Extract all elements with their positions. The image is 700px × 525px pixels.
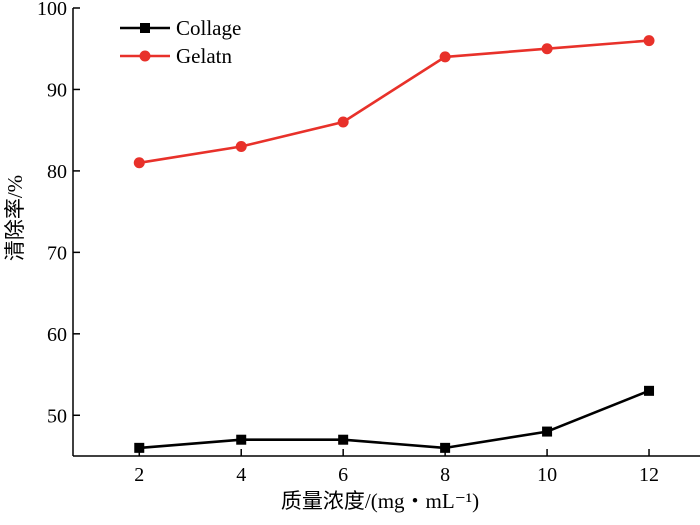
y-tick-label: 50 xyxy=(47,405,67,427)
x-tick-label: 10 xyxy=(537,464,557,486)
x-tick-label: 6 xyxy=(338,464,348,486)
data-point-collage xyxy=(338,434,349,445)
legend: Collage Gelatn xyxy=(120,16,241,68)
data-point-collage xyxy=(644,385,655,396)
series-layer xyxy=(133,35,655,453)
x-tick-label: 12 xyxy=(639,464,659,486)
x-axis-title: 质量浓度/(mg・mL⁻¹) xyxy=(281,489,479,513)
axes: 50 60 70 80 90 100 2 4 6 8 10 12 xyxy=(37,0,700,486)
data-point-gelatn xyxy=(439,51,451,63)
y-tick-label: 90 xyxy=(47,79,67,101)
y-tick-label: 80 xyxy=(47,161,67,183)
data-point-gelatn xyxy=(235,140,247,152)
legend-marker-gelatn xyxy=(139,50,151,62)
data-point-collage xyxy=(440,442,451,453)
legend-label-gelatn: Gelatn xyxy=(176,44,232,68)
x-tick-label: 8 xyxy=(440,464,450,486)
data-point-gelatn xyxy=(337,116,349,128)
y-tick-label: 100 xyxy=(37,0,67,20)
x-tick-label: 2 xyxy=(134,464,144,486)
data-point-gelatn xyxy=(643,35,655,47)
y-tick-label: 70 xyxy=(47,242,67,264)
data-point-collage xyxy=(236,434,247,445)
series-line-gelatn xyxy=(139,39,650,165)
series-line-collage xyxy=(139,389,650,450)
x-tick-label: 4 xyxy=(236,464,246,486)
data-point-collage xyxy=(134,442,145,453)
legend-marker-collage xyxy=(140,23,150,33)
y-axis-title: 清除率/% xyxy=(3,175,27,261)
legend-label-collage: Collage xyxy=(176,16,241,40)
data-point-gelatn xyxy=(541,43,553,55)
data-point-gelatn xyxy=(133,157,145,169)
data-point-collage xyxy=(542,426,553,437)
y-tick-label: 60 xyxy=(47,324,67,346)
